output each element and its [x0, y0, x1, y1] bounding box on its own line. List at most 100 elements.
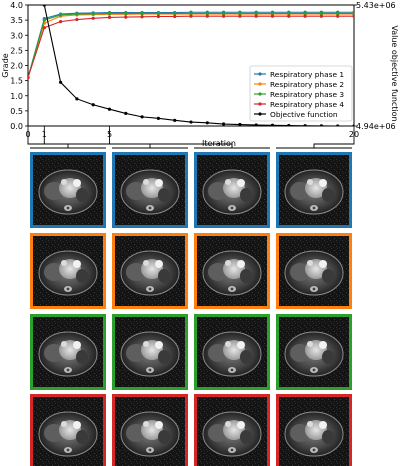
- series-point: [319, 14, 323, 18]
- series-point: [270, 123, 275, 126]
- y-left-tick-label: 2.0: [10, 62, 23, 71]
- mri-image: [196, 396, 268, 466]
- mri-image-panel: [30, 152, 106, 228]
- series-point: [156, 11, 160, 16]
- series-point: [28, 76, 30, 80]
- series-point: [124, 15, 128, 19]
- series-point: [352, 14, 354, 18]
- series-point: [205, 14, 209, 18]
- mri-image: [114, 396, 186, 466]
- series-group: [28, 5, 354, 126]
- series-point: [42, 5, 46, 7]
- series-point: [189, 14, 193, 18]
- series-point: [189, 11, 193, 16]
- mri-image-panel: [30, 233, 106, 309]
- series-point: [140, 15, 144, 19]
- y-left-tick-label: 2.5: [10, 46, 23, 55]
- series-point: [107, 107, 112, 111]
- mri-image: [196, 235, 268, 307]
- mri-image: [278, 396, 350, 466]
- column-connector: [27, 129, 69, 148]
- mri-image-panel: [194, 152, 270, 228]
- mri-image-panel: [112, 233, 188, 309]
- series-point: [270, 11, 275, 16]
- series-point: [124, 11, 128, 16]
- series-point: [303, 11, 307, 16]
- mri-image: [114, 154, 186, 226]
- series-point: [140, 11, 144, 16]
- y-left-tick-label: 0.5: [10, 107, 23, 116]
- series-point: [336, 124, 340, 126]
- mri-image: [196, 316, 268, 388]
- series-point: [352, 11, 354, 16]
- series-point: [222, 14, 226, 18]
- series-point: [238, 14, 242, 18]
- series-point: [254, 11, 258, 16]
- series-point: [59, 13, 63, 17]
- mri-image: [32, 154, 104, 226]
- mri-image: [32, 235, 104, 307]
- series-point: [254, 14, 258, 18]
- legend-entry: Respiratory phase 2: [270, 80, 344, 89]
- series-point: [75, 12, 79, 16]
- mri-image-panel: [276, 314, 352, 390]
- column-connector: [313, 129, 355, 148]
- legend-marker: [258, 82, 262, 86]
- series-point: [254, 123, 258, 126]
- mri-image: [278, 316, 350, 388]
- legend-box: [249, 65, 353, 122]
- series-point: [352, 124, 354, 126]
- mri-image: [196, 154, 268, 226]
- y-right-axis-label: Value objective function: [390, 25, 399, 121]
- series-point: [91, 16, 95, 20]
- legend-marker: [258, 102, 262, 106]
- series-point: [107, 11, 112, 16]
- column-connector: [109, 129, 233, 148]
- series-point: [319, 11, 323, 16]
- y-left-tick-label: 3.5: [10, 16, 23, 25]
- series-point: [205, 11, 209, 16]
- mri-image-panel: [194, 233, 270, 309]
- mri-image-panel: [112, 314, 188, 390]
- series-point: [42, 18, 46, 22]
- plot-area: 0.0 0.5 1.0 1.5 2.0 2.5 3.0 3.5 4.0 4.94e+06 5.43e…: [1, 1, 399, 148]
- series-point: [173, 118, 177, 122]
- mri-image-panel: [194, 394, 270, 466]
- mri-image: [114, 316, 186, 388]
- column-connector: [43, 129, 151, 148]
- series-point: [140, 115, 144, 119]
- mri-image-panel: [112, 394, 188, 466]
- legend-marker: [258, 112, 262, 116]
- mri-image-panel: [276, 152, 352, 228]
- series-point: [59, 80, 63, 84]
- series-point: [156, 116, 160, 120]
- series-point: [124, 111, 128, 116]
- series-point: [75, 97, 79, 101]
- series-point: [270, 14, 275, 18]
- x-axis-label: Iteration: [202, 139, 236, 148]
- mri-image: [32, 396, 104, 466]
- legend-entry: Respiratory phase 1: [270, 70, 344, 79]
- series-point: [75, 17, 79, 22]
- y-left-tick-label: 3.0: [10, 31, 23, 40]
- series-point: [156, 14, 160, 19]
- series-point: [42, 26, 46, 30]
- series-point: [222, 11, 226, 16]
- y-right-tick-label: 5.43e+06: [356, 1, 396, 10]
- legend-entry: Respiratory phase 4: [270, 100, 344, 109]
- series-point: [238, 11, 242, 16]
- y-left-tick-label: 4.0: [10, 1, 23, 10]
- mri-image-panel: [30, 394, 106, 466]
- series-point: [189, 120, 193, 124]
- legend-entry: Objective function: [270, 110, 338, 119]
- series-point: [303, 14, 307, 18]
- legend-marker: [258, 92, 262, 96]
- mri-image-panel: [30, 314, 106, 390]
- image-panel-grid: [27, 129, 355, 466]
- series-point: [91, 103, 95, 107]
- mri-image-panel: [276, 394, 352, 466]
- mri-image: [278, 235, 350, 307]
- series-point: [287, 14, 291, 18]
- legend-marker: [258, 72, 262, 76]
